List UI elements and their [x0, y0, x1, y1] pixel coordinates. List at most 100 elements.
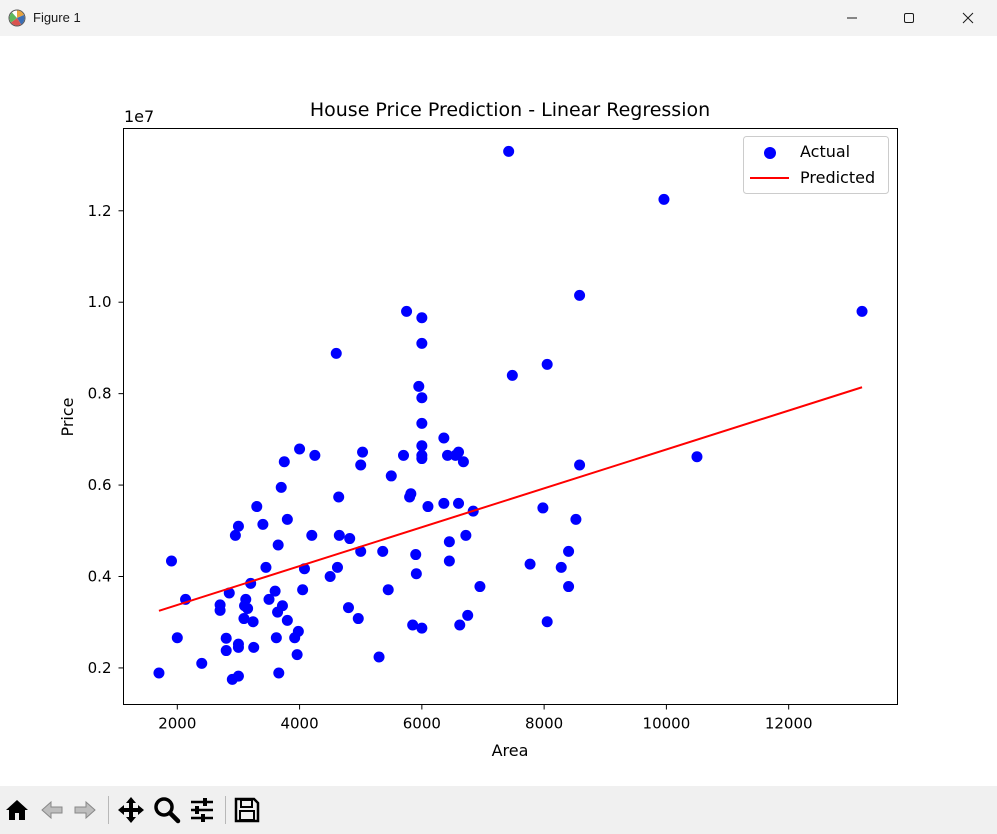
close-button[interactable]	[939, 0, 997, 36]
y-tick-label: 0.8	[88, 385, 112, 403]
data-point	[240, 593, 252, 605]
data-point	[331, 561, 343, 573]
pan-button[interactable]	[115, 794, 147, 826]
save-button[interactable]	[231, 794, 263, 826]
data-point	[457, 456, 469, 468]
x-axis-label: Area	[492, 741, 529, 760]
data-point	[462, 609, 474, 621]
data-point	[574, 459, 586, 471]
data-point	[454, 619, 466, 631]
save-icon	[234, 797, 260, 823]
data-point	[373, 651, 385, 663]
y-tick-label: 0.4	[88, 568, 112, 586]
data-point	[281, 513, 293, 525]
x-tick-label: 8000	[525, 715, 563, 733]
home-icon	[6, 800, 28, 820]
window-titlebar: Figure 1	[0, 0, 997, 36]
y-tick-label: 1.0	[88, 293, 112, 311]
data-point	[453, 446, 465, 458]
data-point	[506, 369, 518, 381]
data-point	[196, 657, 208, 669]
data-point	[275, 481, 287, 493]
back-button[interactable]	[36, 794, 68, 826]
x-tick-label: 4000	[280, 715, 318, 733]
forward-icon	[74, 800, 96, 820]
data-point	[416, 622, 428, 634]
figure-canvas: House Price Prediction - Linear Regressi…	[0, 36, 997, 786]
data-point	[330, 347, 342, 359]
data-point	[416, 440, 428, 452]
configure-subplots-button[interactable]	[186, 794, 218, 826]
data-point	[214, 604, 226, 616]
legend: Actual Predicted	[743, 136, 889, 194]
data-point	[405, 488, 417, 500]
y-axis: 0.2 0.4 0.6 0.8 1.0 1.2	[88, 202, 124, 677]
data-point	[401, 305, 413, 317]
data-point	[443, 536, 455, 548]
x-tick-label: 10000	[643, 715, 691, 733]
data-point	[438, 432, 450, 444]
y-tick-label: 0.6	[88, 476, 112, 494]
x-tick-label: 6000	[403, 715, 441, 733]
data-point	[294, 443, 306, 455]
data-point	[276, 600, 288, 612]
data-point	[570, 513, 582, 525]
data-point	[443, 555, 455, 567]
data-point	[563, 545, 575, 557]
data-point	[273, 667, 285, 679]
data-point	[153, 667, 165, 679]
data-point	[537, 502, 549, 514]
data-point	[355, 459, 367, 471]
data-point	[555, 561, 567, 573]
data-point	[416, 337, 428, 349]
data-point	[248, 641, 260, 653]
home-button[interactable]	[1, 794, 33, 826]
data-point	[242, 603, 254, 614]
chart-title: House Price Prediction - Linear Regressi…	[310, 99, 710, 121]
data-point	[385, 470, 397, 482]
data-point	[324, 571, 336, 582]
data-point	[563, 581, 575, 593]
data-point	[524, 558, 536, 570]
data-point	[333, 491, 345, 503]
data-point	[269, 585, 281, 597]
legend-predicted-label: Predicted	[800, 168, 875, 187]
data-point	[251, 501, 263, 513]
data-point	[263, 593, 275, 605]
zoom-button[interactable]	[151, 794, 183, 826]
data-point	[220, 632, 232, 644]
data-point	[474, 581, 486, 593]
data-point	[171, 632, 183, 644]
maximize-button[interactable]	[880, 0, 938, 36]
data-point	[281, 614, 293, 626]
data-point	[416, 453, 428, 465]
data-point	[422, 501, 434, 513]
data-point	[377, 545, 389, 557]
data-point	[410, 549, 422, 561]
data-point	[278, 456, 290, 468]
data-point	[292, 625, 304, 637]
window-title: Figure 1	[33, 10, 81, 25]
actual-series	[153, 145, 868, 685]
data-point	[306, 529, 318, 541]
data-point	[270, 632, 282, 644]
data-point	[398, 449, 410, 461]
data-point	[574, 289, 586, 301]
data-point	[541, 358, 553, 370]
data-point	[856, 305, 868, 317]
legend-actual-marker	[764, 147, 776, 159]
data-point	[342, 602, 354, 614]
forward-button[interactable]	[69, 794, 101, 826]
legend-actual-label: Actual	[800, 142, 850, 161]
minimize-button[interactable]	[823, 0, 881, 36]
data-point	[413, 380, 425, 392]
data-point	[297, 584, 309, 596]
data-point	[503, 145, 515, 157]
data-point	[357, 446, 369, 458]
data-point	[410, 568, 422, 580]
data-point	[309, 449, 321, 461]
matplotlib-icon	[8, 9, 26, 27]
legend-box	[743, 136, 889, 194]
regression-line	[158, 386, 863, 612]
y-axis-label: Price	[58, 397, 77, 436]
